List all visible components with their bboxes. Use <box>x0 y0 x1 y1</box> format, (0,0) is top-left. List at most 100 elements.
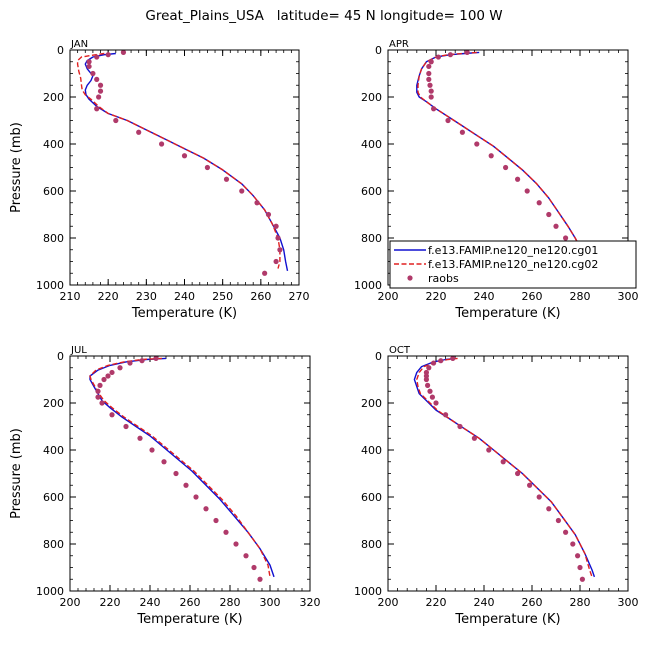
legend-label: f.e13.FAMIP.ne120_ne120.cg01 <box>428 244 598 257</box>
raobs-point <box>433 400 439 406</box>
y-tick-label: 800 <box>361 538 382 551</box>
raobs-point <box>471 435 477 441</box>
legend-label: f.e13.FAMIP.ne120_ne120.cg02 <box>428 258 598 271</box>
x-tick-label: 280 <box>570 290 591 303</box>
raobs-point <box>431 360 437 366</box>
raobs-point <box>536 200 542 206</box>
x-tick-label: 240 <box>474 596 495 609</box>
y-tick-label: 1000 <box>36 585 64 598</box>
x-tick-label: 230 <box>136 290 157 303</box>
raobs-point <box>105 52 111 58</box>
x-tick-label: 220 <box>426 290 447 303</box>
y-tick-label: 1000 <box>354 279 382 292</box>
raobs-point <box>243 553 249 559</box>
x-tick-label: 220 <box>100 596 121 609</box>
x-tick-label: 240 <box>140 596 161 609</box>
y-tick-label: 800 <box>361 232 382 245</box>
raobs-point <box>153 356 159 361</box>
raobs-point <box>159 141 165 147</box>
raobs-point <box>426 63 432 70</box>
raobs-point <box>204 164 210 171</box>
panel-label: JAN <box>70 39 88 50</box>
x-tick-label: 260 <box>250 290 271 303</box>
plot-frame <box>387 355 629 592</box>
x-tick-label: 200 <box>378 290 399 303</box>
raobs-point <box>438 358 444 364</box>
y-tick-label: 400 <box>43 138 64 151</box>
y-tick-label: 0 <box>375 44 382 57</box>
raobs-point <box>425 382 431 388</box>
series-line-cg02 <box>416 357 593 578</box>
series-line-cg01 <box>84 52 289 272</box>
y-axis-label: Pressure (mb) <box>9 428 24 519</box>
x-tick-label: 200 <box>378 596 399 609</box>
raobs-point <box>109 369 115 376</box>
plot-frame <box>69 49 300 286</box>
raobs-point <box>431 106 437 112</box>
x-axis-label: Temperature (K) <box>136 612 242 627</box>
raobs-point <box>277 247 283 253</box>
series-group <box>76 50 289 276</box>
raobs-point <box>527 482 533 488</box>
series-line-cg02 <box>76 52 281 269</box>
raobs-point <box>428 94 434 100</box>
raobs-point <box>105 373 111 379</box>
raobs-point <box>265 211 272 218</box>
raobs-point <box>553 223 559 229</box>
raobs-point <box>546 211 552 218</box>
y-tick-label: 400 <box>43 444 64 457</box>
x-tick-label: 250 <box>212 290 233 303</box>
raobs-point <box>429 394 435 400</box>
raobs-point <box>251 564 257 571</box>
raobs-point <box>239 188 245 194</box>
x-tick-label: 200 <box>60 596 81 609</box>
x-tick-label: 280 <box>220 596 241 609</box>
y-tick-label: 1000 <box>36 279 64 292</box>
raobs-point <box>536 494 542 500</box>
y-tick-label: 200 <box>43 91 64 104</box>
raobs-point <box>427 388 433 394</box>
y-tick-label: 800 <box>43 232 64 245</box>
x-tick-label: 220 <box>426 596 447 609</box>
x-tick-label: 260 <box>522 596 543 609</box>
y-tick-label: 0 <box>375 350 382 363</box>
raobs-point <box>488 153 494 159</box>
x-tick-label: 300 <box>618 596 639 609</box>
y-tick-label: 200 <box>361 91 382 104</box>
legend-label: raobs <box>428 272 459 285</box>
panel-label: JUL <box>70 345 87 356</box>
raobs-point <box>515 176 521 182</box>
raobs-point <box>500 459 506 465</box>
x-tick-label: 240 <box>174 290 195 303</box>
series-line-cg01 <box>89 357 275 578</box>
raobs-point <box>254 200 260 206</box>
raobs-point <box>435 54 441 60</box>
raobs-point <box>474 141 480 147</box>
x-axis-label: Temperature (K) <box>131 306 237 321</box>
raobs-point <box>524 188 530 194</box>
raobs-point <box>97 382 103 388</box>
series-group <box>413 356 596 582</box>
x-tick-label: 210 <box>60 290 81 303</box>
raobs-point <box>94 106 100 112</box>
raobs-point <box>457 423 463 430</box>
raobs-point <box>90 70 96 77</box>
raobs-point <box>117 365 123 371</box>
panel-jul: 200 220 240 260 280 300 320 0 200 400 600 800 1000 JU… <box>9 345 321 627</box>
raobs-point <box>193 494 199 500</box>
x-tick-label: 280 <box>570 596 591 609</box>
raobs-point <box>213 517 219 524</box>
raobs-point <box>577 564 583 571</box>
raobs-point <box>503 164 509 171</box>
raobs-point <box>464 50 470 55</box>
raobs-point <box>447 52 453 58</box>
raobs-point <box>94 76 100 82</box>
raobs-point <box>450 356 456 361</box>
raobs-point <box>127 360 133 366</box>
raobs-point <box>428 59 434 65</box>
raobs-point <box>233 541 239 547</box>
y-tick-label: 600 <box>43 491 64 504</box>
y-tick-label: 0 <box>57 44 64 57</box>
raobs-point <box>173 470 179 477</box>
raobs-point <box>443 412 449 418</box>
